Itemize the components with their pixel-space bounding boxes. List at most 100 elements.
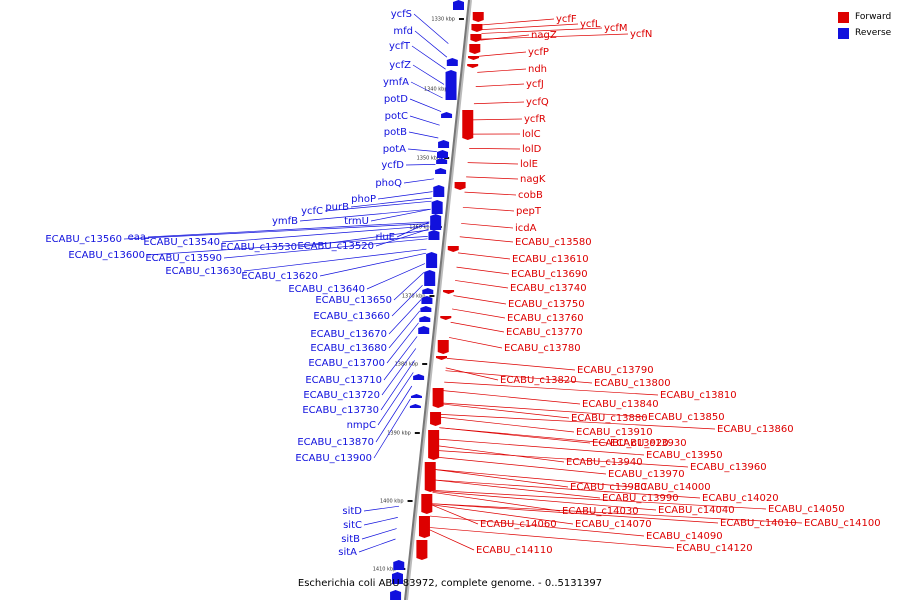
forward-gene-label: ECABU_c13580 (515, 237, 592, 248)
forward-gene-label-leader (448, 337, 503, 349)
forward-gene-block (416, 540, 428, 560)
forward-gene-block (470, 34, 482, 42)
forward-gene-label: ECABU_c14120 (676, 543, 753, 554)
forward-gene-label-leader (439, 427, 609, 444)
tick-label: 1360 kbp (409, 225, 433, 231)
reverse-gene-label: ECABU_c13630 (165, 266, 242, 277)
reverse-gene-label: ECABU_c13640 (288, 284, 365, 295)
forward-gene-label-leader (443, 390, 581, 405)
forward-gene-label-leader (433, 479, 601, 499)
tick-label: 1330 kbp (431, 17, 455, 23)
forward-gene-label: ECABU_c13930 (610, 438, 687, 449)
reverse-gene-label: ECABU_c13710 (305, 375, 382, 386)
forward-gene-label-leader (431, 504, 574, 525)
forward-gene-label: ECABU_c13910 (576, 427, 653, 438)
forward-gene-label: ECABU_c13780 (504, 343, 581, 354)
reverse-gene-block (441, 112, 453, 118)
reverse-gene-label: potB (384, 127, 407, 138)
reverse-gene-label-leader (350, 197, 432, 208)
reverse-gene-block (426, 252, 438, 268)
legend-forward-label: Forward (855, 12, 892, 22)
legend-reverse[interactable]: Reverse (838, 25, 891, 41)
forward-gene-label-leader (445, 367, 499, 381)
reverse-gene-block (438, 140, 450, 148)
forward-gene-label-leader (446, 358, 576, 371)
forward-gene-label: nagZ (531, 30, 557, 41)
reverse-gene-block (420, 306, 432, 312)
reverse-gene-block (419, 316, 431, 322)
tick-label: 1370 kbp (402, 294, 426, 300)
forward-gene-label: ECABU_c13760 (507, 313, 584, 324)
forward-gene-label: ECABU_c13800 (594, 378, 671, 389)
reverse-gene-label: rluE (375, 232, 395, 243)
tick-mark (458, 18, 464, 20)
reverse-gene-label-leader (412, 64, 445, 85)
forward-gene-block (432, 388, 444, 408)
forward-gene-block (424, 462, 436, 492)
reverse-gene-label: phoP (351, 194, 376, 205)
forward-gene-label-leader (431, 503, 719, 524)
legend-forward[interactable]: Forward (838, 9, 891, 25)
reverse-gene-label-leader (373, 398, 411, 459)
forward-gene-label-leader (472, 118, 523, 121)
forward-gene-label-leader (481, 23, 579, 30)
reverse-gene-label: phoQ (375, 178, 402, 189)
forward-gene-block (471, 24, 483, 32)
reverse-gene-label-leader (298, 229, 429, 248)
reverse-gene-label: ECABU_c13540 (143, 237, 220, 248)
forward-gene-label: ECABU_c14030 (562, 506, 639, 517)
forward-gene-label: lolD (522, 144, 542, 155)
forward-gene-label: ycfN (630, 29, 652, 40)
reverse-gene-label-leader (223, 238, 428, 259)
forward-gene-block (469, 44, 481, 54)
reverse-gene-label-leader (146, 236, 428, 256)
forward-gene-label: ECABU_c14010 (720, 518, 797, 529)
forward-gene-label-leader (453, 295, 507, 305)
forward-gene-label: ycfM (604, 23, 628, 34)
forward-gene-label-leader (436, 456, 607, 475)
reverse-gene-label-leader (414, 30, 448, 58)
reverse-gene-label-leader (299, 208, 431, 222)
reverse-gene-label-leader (358, 538, 396, 553)
forward-gene-label-leader (450, 321, 505, 333)
reverse-swatch (838, 27, 849, 39)
reverse-gene-label: ycfC (301, 206, 323, 217)
forward-gene-label: icdA (515, 223, 537, 234)
reverse-gene-block (422, 288, 434, 294)
forward-gene-label-leader (440, 416, 575, 433)
reverse-gene-block (409, 404, 421, 408)
forward-gene-block (447, 246, 459, 252)
tick-mark (414, 432, 420, 434)
reverse-gene-block (391, 572, 403, 584)
forward-gene-label-leader (477, 68, 527, 73)
forward-gene-label-leader (464, 191, 517, 196)
reverse-gene-label: ECABU_c13590 (145, 253, 222, 264)
reverse-gene-label-leader (413, 13, 449, 44)
forward-gene-label: ECABU_c13990 (602, 493, 679, 504)
reverse-gene-label-leader (407, 148, 437, 152)
reverse-gene-label-leader (409, 115, 440, 126)
reverse-gene-label-leader (383, 336, 418, 381)
forward-gene-block (440, 316, 452, 320)
forward-gene-label-leader (436, 450, 689, 468)
forward-gene-label-leader (462, 206, 515, 212)
tick-mark (407, 500, 413, 502)
forward-gene-label: ECABU_c13820 (500, 375, 577, 386)
tick-label: 1380 kbp (395, 362, 419, 368)
reverse-gene-label: ycfD (381, 160, 404, 171)
reverse-gene-label: nmpC (347, 420, 376, 431)
forward-gene-label: ycfJ (526, 79, 544, 90)
reverse-gene-label: ECABU_c13730 (302, 405, 379, 416)
reverse-gene-label: ECABU_c13520 (297, 241, 374, 252)
forward-gene-label-leader (433, 479, 701, 499)
forward-gene-label: ECABU_c13810 (660, 390, 737, 401)
reverse-gene-label-leader (361, 528, 397, 540)
reverse-gene-label-leader (396, 221, 430, 238)
reverse-gene-label-leader (391, 284, 423, 317)
forward-gene-label-leader (428, 529, 475, 551)
reverse-gene-label-leader (147, 221, 430, 238)
reverse-gene-label-leader (319, 252, 427, 277)
forward-gene-label: pepT (516, 206, 542, 217)
reverse-gene-label: ymfA (383, 77, 409, 88)
forward-gene-label: ECABU_c13850 (648, 412, 725, 423)
